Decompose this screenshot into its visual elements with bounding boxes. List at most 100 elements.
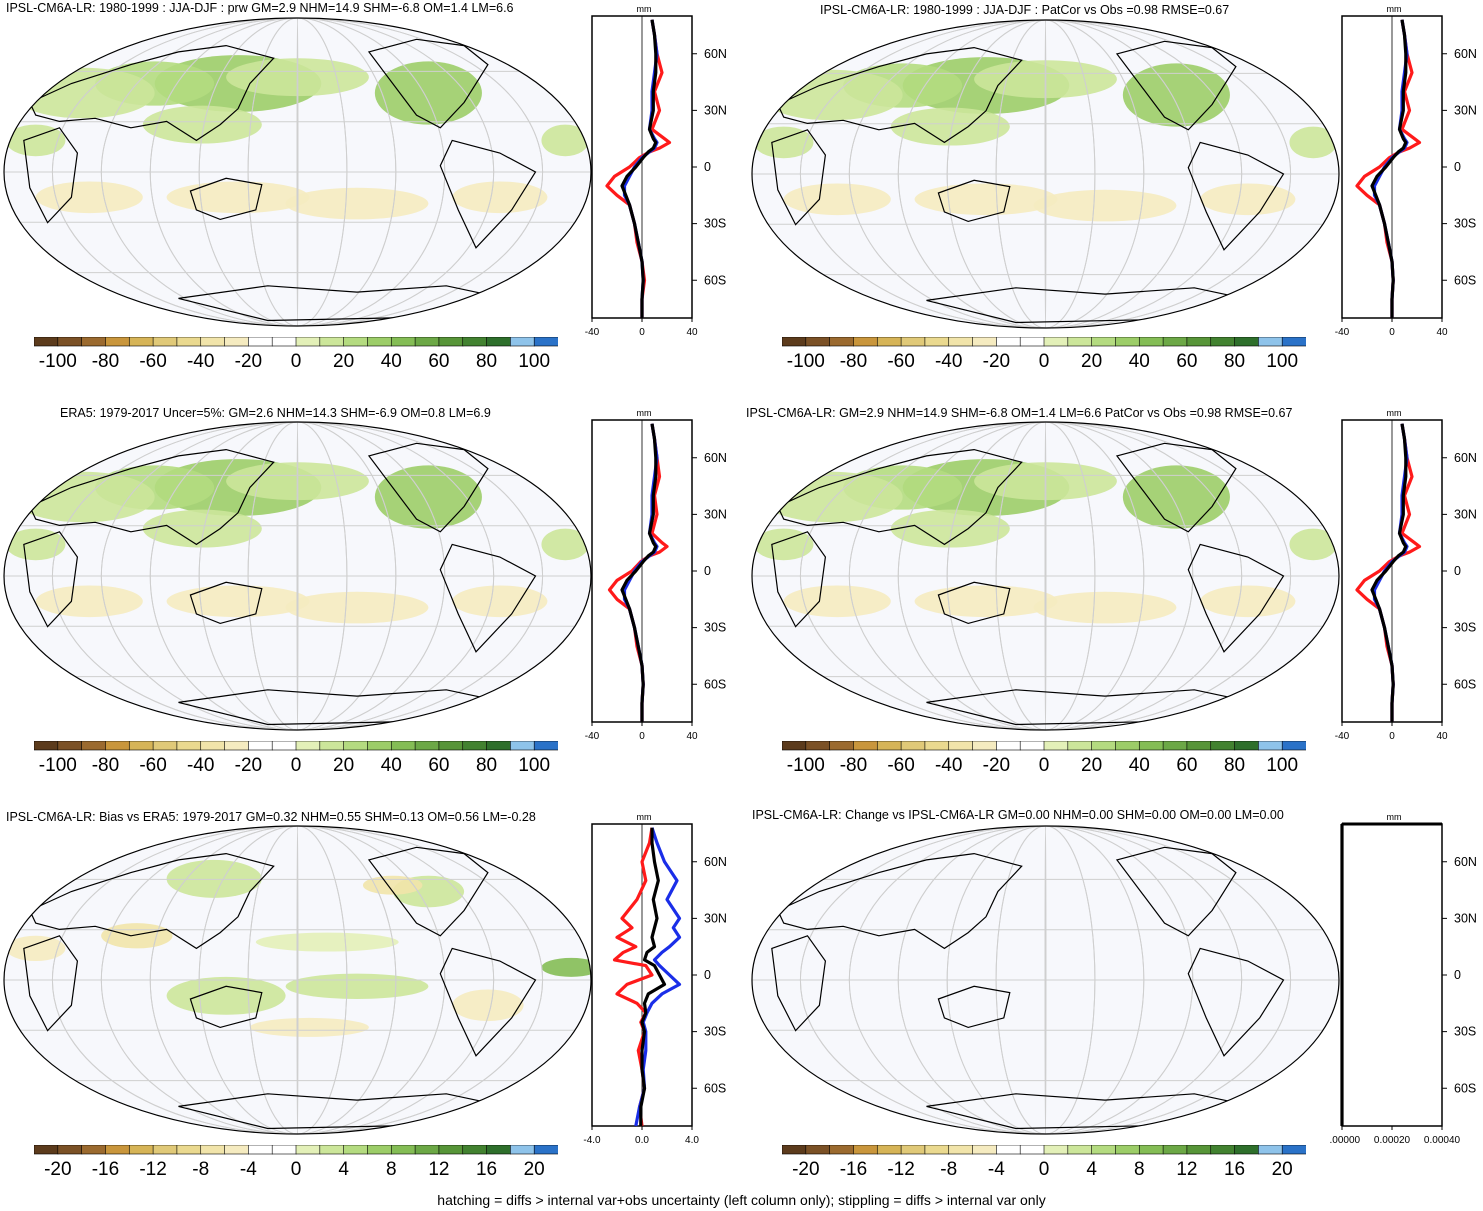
profile-ytick-label: 0 (1454, 160, 1461, 174)
colorbar-label: -40 (186, 351, 215, 372)
colorbar-swatch (782, 1145, 807, 1155)
colorbar-label: 4 (1086, 1159, 1097, 1180)
longitude-gridline (1044, 422, 1047, 730)
longitude-gridline (247, 18, 348, 326)
longitude-gridline (848, 826, 1243, 1134)
field-patch (142, 105, 262, 144)
colorbar-swatch (972, 741, 997, 751)
longitude-gridline (198, 18, 397, 326)
profile-ytick-label: 0 (704, 968, 711, 982)
coastline (937, 985, 1011, 1029)
colorbar-strip (34, 1145, 558, 1155)
coastline (1187, 141, 1285, 251)
profile-line-red (605, 19, 672, 318)
field-patch (452, 989, 524, 1022)
colorbar-swatch (533, 1145, 558, 1155)
colorbar-label: 100 (518, 351, 551, 372)
colorbar-label: 0 (290, 1159, 302, 1180)
colorbar-swatch (224, 1145, 249, 1155)
colorbar-swatch (367, 337, 392, 347)
coastline (178, 285, 506, 322)
colorbar-swatch (805, 741, 831, 751)
longitude-gridline (897, 422, 1194, 730)
coastline (28, 44, 275, 142)
coastline (367, 846, 489, 937)
profile-ytick-label: 60S (704, 677, 726, 691)
longitude-gridline (247, 826, 348, 1134)
colorbar-swatch (1019, 337, 1045, 347)
longitude-gridline (51, 826, 544, 1134)
profile-unit: mm (637, 812, 652, 822)
colorbar-swatch (343, 1145, 369, 1155)
colorbar-swatch (948, 741, 974, 751)
field-patch (5, 935, 66, 962)
colorbar-swatch (271, 741, 297, 751)
colorbar-swatch (295, 741, 321, 751)
profile-ytick-label: 60N (1454, 855, 1477, 869)
colorbar-swatch (462, 1145, 488, 1155)
zonal-profile-6: mm 60N 30N 0 30S 60S 0.00000 0.00020 0.00040 (1330, 812, 1477, 1146)
colorbar-1: -100 -80 -60 -40 -20 0 20 40 60 80 100 (34, 337, 558, 377)
longitude-gridline (198, 422, 397, 730)
profile-xtick-label: -4.0 (583, 1135, 601, 1146)
colorbar-swatch (128, 337, 154, 347)
colorbar-swatch (853, 741, 878, 751)
colorbar-swatch (510, 741, 535, 751)
colorbar-swatch (900, 337, 926, 347)
field-patch (1289, 126, 1338, 159)
coastline (771, 935, 827, 1032)
colorbar-swatch (343, 741, 369, 751)
colorbar-label: -80 (91, 351, 120, 372)
coastline (367, 442, 489, 533)
colorbar-swatch (876, 741, 902, 751)
coastline (1270, 833, 1326, 880)
longitude-gridline (149, 826, 446, 1134)
colorbar-swatch (829, 337, 855, 347)
coastline (23, 531, 79, 628)
colorbar-swatch (924, 1145, 950, 1155)
colorbar-label: 20 (333, 351, 355, 372)
coastline (178, 1093, 506, 1130)
profile-ytick-label: 30S (704, 217, 726, 231)
field-patch (541, 957, 591, 977)
colorbar-label: -80 (839, 755, 868, 776)
profile-xtick-label: -40 (585, 327, 600, 338)
colorbar-label: -40 (934, 351, 963, 372)
colorbar-swatch (319, 1145, 345, 1155)
colorbar-swatch (152, 337, 178, 347)
colorbar-swatch (367, 741, 392, 751)
colorbar-label: -100 (786, 755, 825, 776)
colorbar-swatch (1210, 1145, 1236, 1155)
profile-xtick-label: 40 (1436, 731, 1448, 742)
colorbar-swatch (105, 1145, 130, 1155)
profile-ytick-label: 30N (704, 911, 727, 925)
colorbar-swatch (1091, 741, 1117, 751)
profile-xtick-label: 0.0 (635, 1135, 649, 1146)
colorbar-swatch (200, 337, 226, 347)
profile-ytick-label: 30N (1454, 507, 1477, 521)
colorbar-swatch (295, 1145, 321, 1155)
colorbar-swatch (510, 337, 535, 347)
profile-unit: mm (1387, 4, 1402, 14)
field-patch (35, 181, 143, 214)
field-patch (249, 1017, 369, 1037)
field-patch (1033, 591, 1177, 624)
colorbar-swatch (462, 741, 488, 751)
colorbar-label: 60 (1176, 755, 1198, 776)
colorbar-label: -20 (982, 755, 1011, 776)
colorbar-swatch (224, 741, 249, 751)
colorbar-swatch (996, 741, 1021, 751)
colorbar-swatch (271, 1145, 297, 1155)
colorbar-swatch (510, 1145, 535, 1155)
profile-line-red (612, 827, 654, 1127)
colorbar-label: -100 (38, 755, 77, 776)
colorbar-label: 16 (475, 1159, 498, 1180)
colorbar-swatch (1067, 337, 1093, 347)
colorbar-swatch (438, 741, 464, 751)
colorbar-label: -20 (792, 1159, 820, 1180)
field-patch (452, 585, 548, 618)
colorbar-label: -12 (887, 1159, 915, 1180)
colorbar-swatch (853, 337, 878, 347)
profile-xtick-label: 4.0 (685, 1135, 699, 1146)
colorbar-label: 100 (518, 755, 551, 776)
